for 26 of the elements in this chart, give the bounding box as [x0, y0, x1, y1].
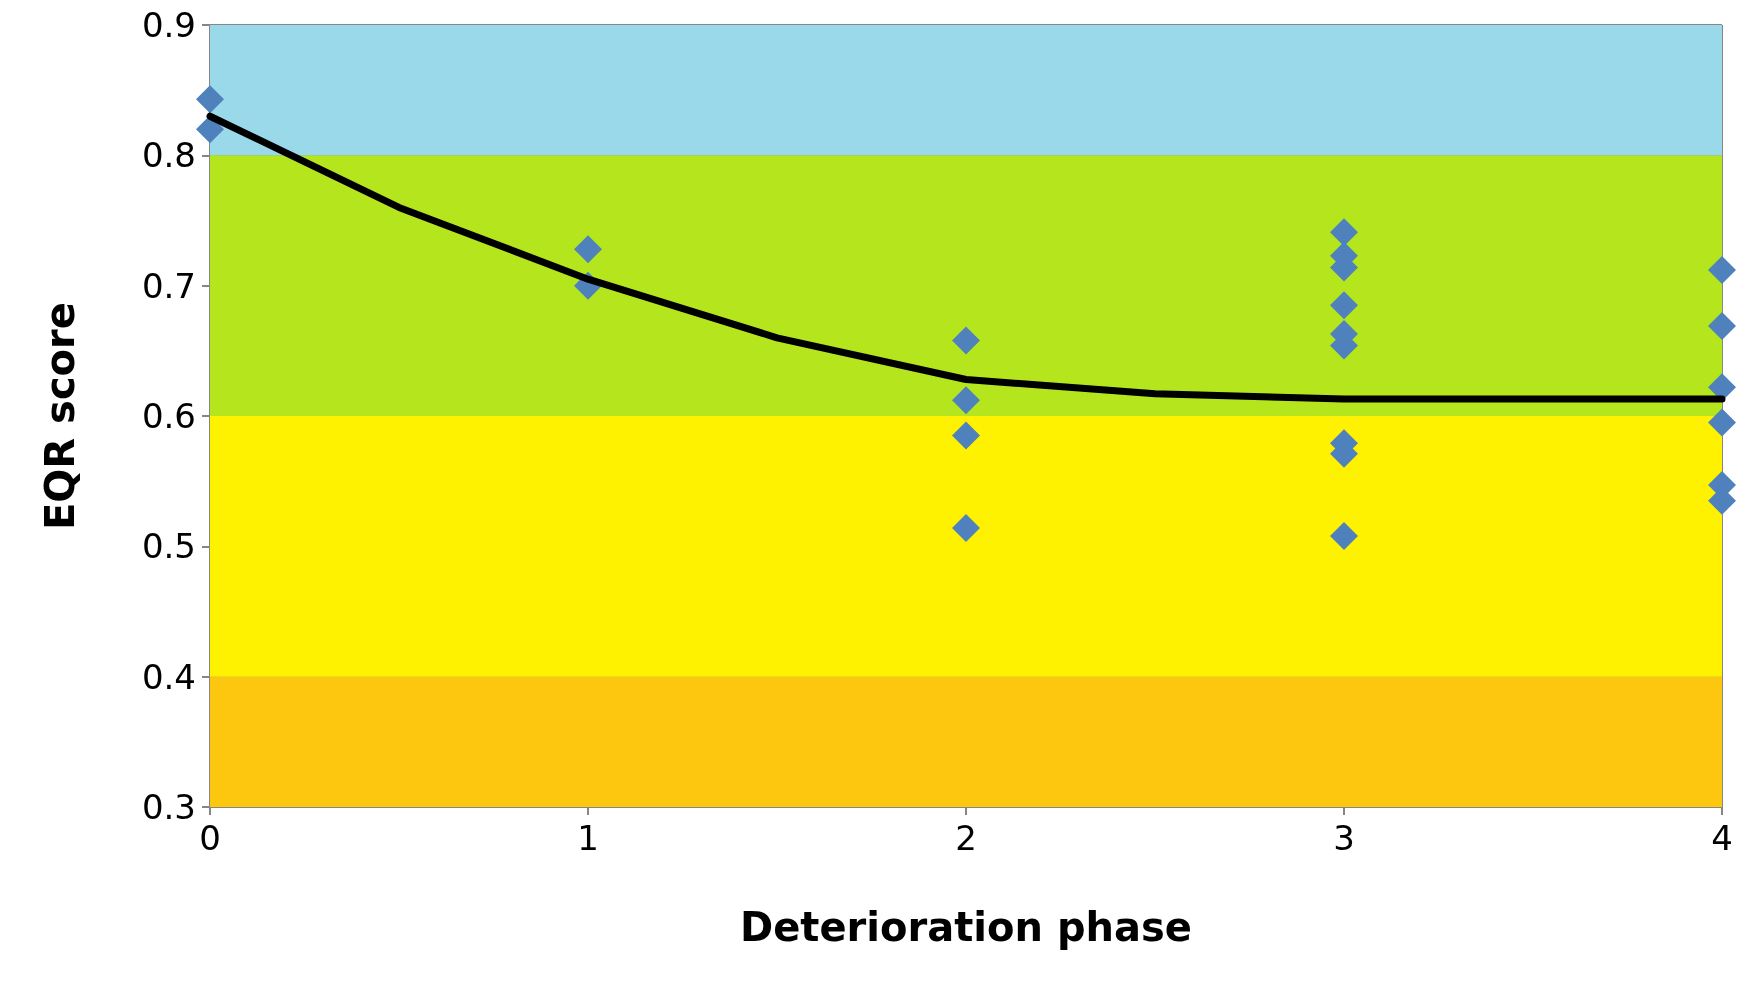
y-axis-title: EQR score [37, 302, 83, 530]
y-tick-label: 0.8 [141, 135, 196, 176]
point [1708, 256, 1736, 285]
point [1330, 218, 1358, 247]
point [952, 421, 980, 450]
x-tick-label: 3 [1333, 818, 1355, 858]
x-axis-title: Deterioration phase [740, 904, 1192, 950]
point [952, 386, 980, 415]
y-tick-label: 0.7 [141, 265, 196, 306]
y-tick-label: 0.4 [141, 656, 196, 697]
point [952, 326, 980, 355]
point [1330, 521, 1358, 550]
point [574, 235, 602, 264]
point [952, 514, 980, 543]
x-tick-label: 0 [199, 818, 221, 858]
y-tick-label: 0.6 [141, 396, 196, 436]
point [1708, 312, 1736, 341]
x-tick-label: 4 [1711, 818, 1733, 858]
point [1330, 291, 1358, 320]
y-tick-label: 0.5 [141, 526, 196, 567]
y-tick-label: 0.3 [141, 787, 196, 827]
x-tick-label: 1 [577, 818, 599, 858]
y-tick-label: 0.9 [141, 5, 196, 45]
x-tick-label: 2 [955, 818, 977, 858]
point [1708, 408, 1736, 437]
point [196, 85, 224, 114]
